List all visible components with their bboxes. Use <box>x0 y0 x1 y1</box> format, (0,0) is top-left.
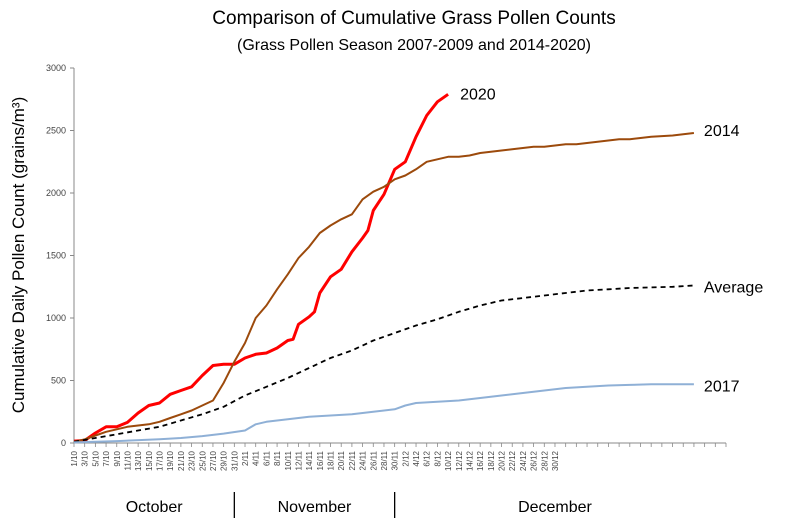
y-tick-label: 2500 <box>46 126 66 136</box>
x-tick-label: 10/11 <box>284 450 293 470</box>
x-tick-label: 19/10 <box>166 450 175 471</box>
x-tick-label: 11/10 <box>123 450 132 470</box>
x-tick-label: 4/12 <box>412 450 421 466</box>
x-tick-label: 5/10 <box>91 450 100 466</box>
x-tick-label: 6/11 <box>262 450 271 466</box>
y-tick-label: 1500 <box>46 251 66 261</box>
y-axis-label: Cumulative Daily Pollen Count (grains/m³… <box>9 97 28 414</box>
series-line-2020 <box>73 93 449 443</box>
x-tick-label: 14/11 <box>305 450 314 470</box>
x-tick-label: 12/12 <box>455 450 464 471</box>
x-tick-label: 20/11 <box>337 450 346 470</box>
x-tick-label: 1/10 <box>70 450 79 466</box>
x-tick-label: 31/10 <box>230 450 239 471</box>
series-line-average <box>73 284 694 443</box>
month-label: November <box>278 499 352 516</box>
x-tick-label: 4/11 <box>252 450 261 466</box>
y-tick-label: 500 <box>51 376 66 386</box>
x-tick-label: 17/10 <box>156 450 165 471</box>
x-tick-label: 8/12 <box>433 450 442 466</box>
x-tick-label: 28/12 <box>540 450 549 471</box>
x-tick-label: 7/10 <box>102 450 111 466</box>
y-tick-label: 1000 <box>46 313 66 323</box>
x-tick-label: 13/10 <box>134 450 143 471</box>
x-tick-label: 29/10 <box>220 450 229 471</box>
chart-title: Comparison of Cumulative Grass Pollen Co… <box>212 8 615 29</box>
chart-subtitle: (Grass Pollen Season 2007-2009 and 2014-… <box>237 37 591 54</box>
x-tick-label: 30/12 <box>551 450 560 471</box>
x-tick-label: 23/10 <box>188 450 197 471</box>
series-label-average: Average <box>704 280 763 297</box>
x-tick-label: 14/12 <box>465 450 474 471</box>
x-tick-label: 2/12 <box>401 450 410 466</box>
series-line-2014 <box>73 132 695 443</box>
x-tick-label: 25/10 <box>198 450 207 471</box>
month-label: December <box>518 499 592 516</box>
x-tick-label: 24/11 <box>359 450 368 470</box>
x-tick-label: 26/12 <box>530 450 539 471</box>
x-tick-label: 10/12 <box>444 450 453 471</box>
x-tick-label: 26/11 <box>369 450 378 470</box>
x-tick-label: 22/11 <box>348 450 357 470</box>
y-tick-label: 3000 <box>46 63 66 73</box>
labels-layer: 2020 2014 Average 2017 <box>460 86 763 395</box>
x-tick-label: 8/11 <box>273 450 282 466</box>
series-label-2017: 2017 <box>704 378 740 395</box>
x-tick-label: 20/12 <box>498 450 507 471</box>
series-layer <box>73 93 695 444</box>
x-tick-label: 16/11 <box>316 450 325 470</box>
x-tick-label: 16/12 <box>476 450 485 471</box>
month-label: October <box>126 499 184 516</box>
x-tick-label: 22/12 <box>508 450 517 471</box>
x-tick-label: 18/11 <box>327 450 336 470</box>
series-label-2014: 2014 <box>704 123 740 140</box>
x-tick-label: 21/10 <box>177 450 186 471</box>
x-tick-label: 27/10 <box>209 450 218 471</box>
x-tick-label: 9/10 <box>113 450 122 466</box>
x-tick-label: 30/11 <box>391 450 400 470</box>
x-tick-label: 15/10 <box>145 450 154 471</box>
series-label-2020: 2020 <box>460 86 496 103</box>
x-tick-label: 28/11 <box>380 450 389 470</box>
x-tick-label: 12/11 <box>294 450 303 470</box>
x-tick-label: 2/11 <box>241 450 250 466</box>
x-tick-label: 18/12 <box>487 450 496 471</box>
axes: 0 500 1000 1500 2000 2500 3000 1/10 3/10 5/10 7/10… <box>46 63 727 518</box>
x-tick-label: 3/10 <box>81 450 90 466</box>
x-tick-label: 6/12 <box>423 450 432 466</box>
x-tick-label: 24/12 <box>519 450 528 471</box>
series-line-2017 <box>73 383 694 444</box>
y-tick-label: 2000 <box>46 188 66 198</box>
y-tick-label: 0 <box>61 438 66 448</box>
